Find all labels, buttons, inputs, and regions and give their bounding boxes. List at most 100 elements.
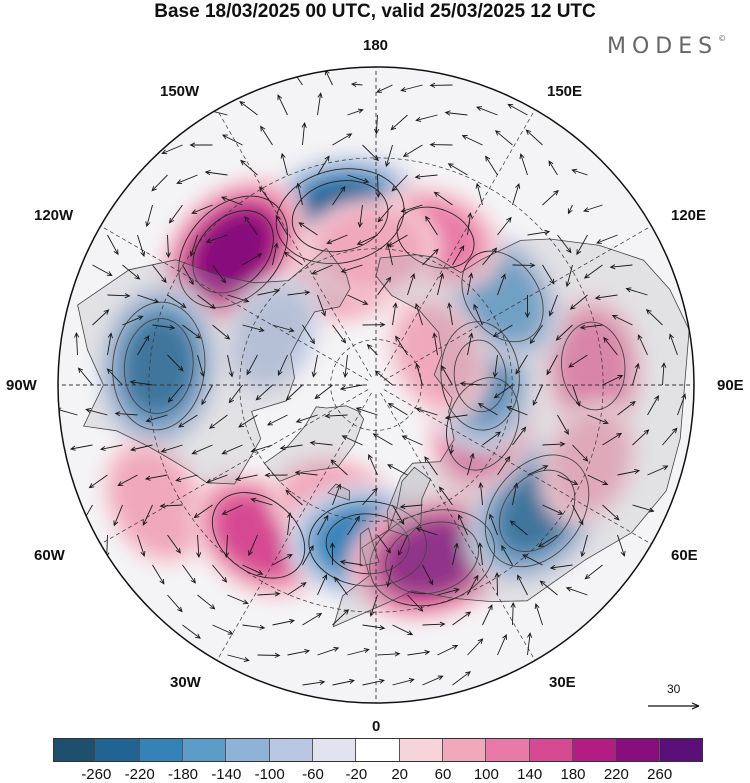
- wind-arrow-31: [176, 174, 198, 185]
- colorbar-swatch-2: [139, 738, 183, 762]
- wind-arrow-174: [572, 384, 581, 407]
- wind-arrow-278: [242, 564, 264, 575]
- wind-arrow-311: [332, 609, 350, 626]
- wind-arrow-93: [512, 262, 536, 268]
- wind-arrow-326: [437, 644, 459, 656]
- wind-arrow-259: [167, 534, 181, 554]
- wind-arrow-299: [407, 594, 424, 612]
- wind-arrow-84: [242, 253, 263, 266]
- colorbar-tick-label: 180: [560, 766, 586, 783]
- wind-arrow-86: [283, 251, 303, 266]
- wind-arrow-162: [201, 384, 213, 406]
- low-anomaly-0-contours: [275, 168, 405, 265]
- wind-arrow-334: [422, 675, 444, 686]
- wind-arrow-137: [74, 331, 80, 356]
- wind-arrow-288: [522, 554, 543, 566]
- wind-arrow-94: [542, 264, 555, 285]
- wind-arrow-301: [467, 574, 479, 596]
- wind-arrow-264: [317, 514, 329, 536]
- wind-arrow-153: [546, 354, 558, 376]
- wind-arrow-330: [302, 679, 326, 686]
- wind-arrow-228: [368, 453, 378, 476]
- wind-arrow-32: [204, 169, 228, 176]
- wind-arrow-327: [467, 638, 484, 656]
- wind-arrow-110: [467, 272, 474, 296]
- low-anomaly-6-contours: [308, 500, 427, 587]
- wind-arrow-208: [341, 435, 363, 446]
- wind-arrow-289: [549, 564, 573, 571]
- wind-arrow-5: [429, 82, 453, 88]
- wind-arrow-158: [77, 367, 93, 386]
- wind-arrow-77: [576, 234, 588, 256]
- wind-arrow-251: [478, 482, 484, 506]
- colorbar-swatch-11: [529, 738, 573, 762]
- wind-arrow-69: [326, 234, 348, 245]
- wind-arrow-64: [189, 234, 198, 258]
- wind-arrow-61: [107, 234, 119, 256]
- wind-arrow-66: [244, 216, 258, 236]
- wind-arrow-132: [529, 324, 543, 345]
- wind-arrow-227: [330, 459, 348, 476]
- vector-scale-label: 30: [667, 682, 681, 696]
- wind-arrow-287: [501, 544, 513, 566]
- wind-arrow-333: [392, 677, 415, 686]
- copyright-mark: ©: [718, 34, 727, 43]
- wind-arrow-195: [587, 414, 609, 425]
- wind-arrow-249: [399, 504, 423, 510]
- wind-arrow-204: [221, 444, 243, 455]
- lon-label-30w: 30W: [170, 674, 201, 691]
- wind-arrow-328: [497, 633, 507, 656]
- wind-arrow-70: [356, 234, 378, 245]
- wind-arrow-160: [129, 379, 153, 386]
- wind-arrow-48: [220, 196, 243, 206]
- wind-arrow-136: [645, 308, 663, 326]
- wind-arrow-309: [272, 618, 296, 626]
- low-anomaly-2-fill-5: [125, 320, 192, 412]
- high-anomaly-10-fill-2: [557, 316, 630, 416]
- wind-arrow-170: [441, 364, 453, 386]
- colorbar-tick-label: -60: [302, 766, 324, 783]
- wind-arrow-171: [459, 381, 483, 387]
- wind-arrow-273: [580, 534, 588, 558]
- wind-arrow-262: [248, 534, 258, 557]
- wind-arrow-270: [488, 513, 498, 536]
- wind-arrow-41: [485, 155, 498, 176]
- wind-arrow-322: [317, 646, 340, 656]
- wind-arrow-254: [572, 504, 584, 526]
- wind-arrow-314: [422, 621, 446, 627]
- wind-arrow-247: [362, 487, 378, 506]
- wind-arrow-231: [467, 452, 475, 476]
- lon-label-150w: 150W: [160, 83, 200, 100]
- high-anomaly-3-fill-1: [111, 449, 200, 556]
- wind-arrow-100: [167, 294, 187, 309]
- wind-arrow-290: [584, 564, 603, 580]
- colorbar-tick-label: -140: [211, 766, 242, 783]
- wind-arrow-79: [92, 264, 113, 276]
- wind-arrow-120: [182, 324, 202, 339]
- wind-arrow-181: [145, 414, 168, 423]
- colorbar-swatch-5: [269, 738, 313, 762]
- wind-arrow-281: [329, 541, 336, 566]
- wind-arrow-189: [387, 402, 408, 416]
- wind-arrow-42: [519, 153, 528, 176]
- colorbar-tick-label: -220: [124, 766, 155, 783]
- wind-arrow-101: [197, 294, 216, 310]
- wind-arrow-222: [175, 474, 198, 482]
- polar-map: [57, 66, 700, 710]
- wind-arrow-95: [565, 264, 573, 288]
- low-anomaly-0-contour-2: [275, 168, 405, 265]
- wind-arrow-104: [287, 290, 311, 296]
- wind-arrow-230: [424, 456, 438, 476]
- wind-arrow-147: [366, 343, 378, 356]
- wind-arrow-149: [432, 332, 438, 356]
- wind-arrow-30: [151, 174, 168, 192]
- wind-arrow-74: [497, 216, 512, 236]
- wind-arrow-10: [347, 108, 364, 116]
- wind-arrow-285: [452, 542, 459, 566]
- wind-arrow-300: [437, 587, 460, 596]
- wind-arrow-245: [285, 489, 303, 506]
- lon-label-60w: 60W: [34, 547, 65, 564]
- wind-arrow-59: [567, 204, 573, 215]
- wind-arrow-92: [482, 247, 498, 266]
- high-anomaly-13-contour-2: [396, 206, 475, 269]
